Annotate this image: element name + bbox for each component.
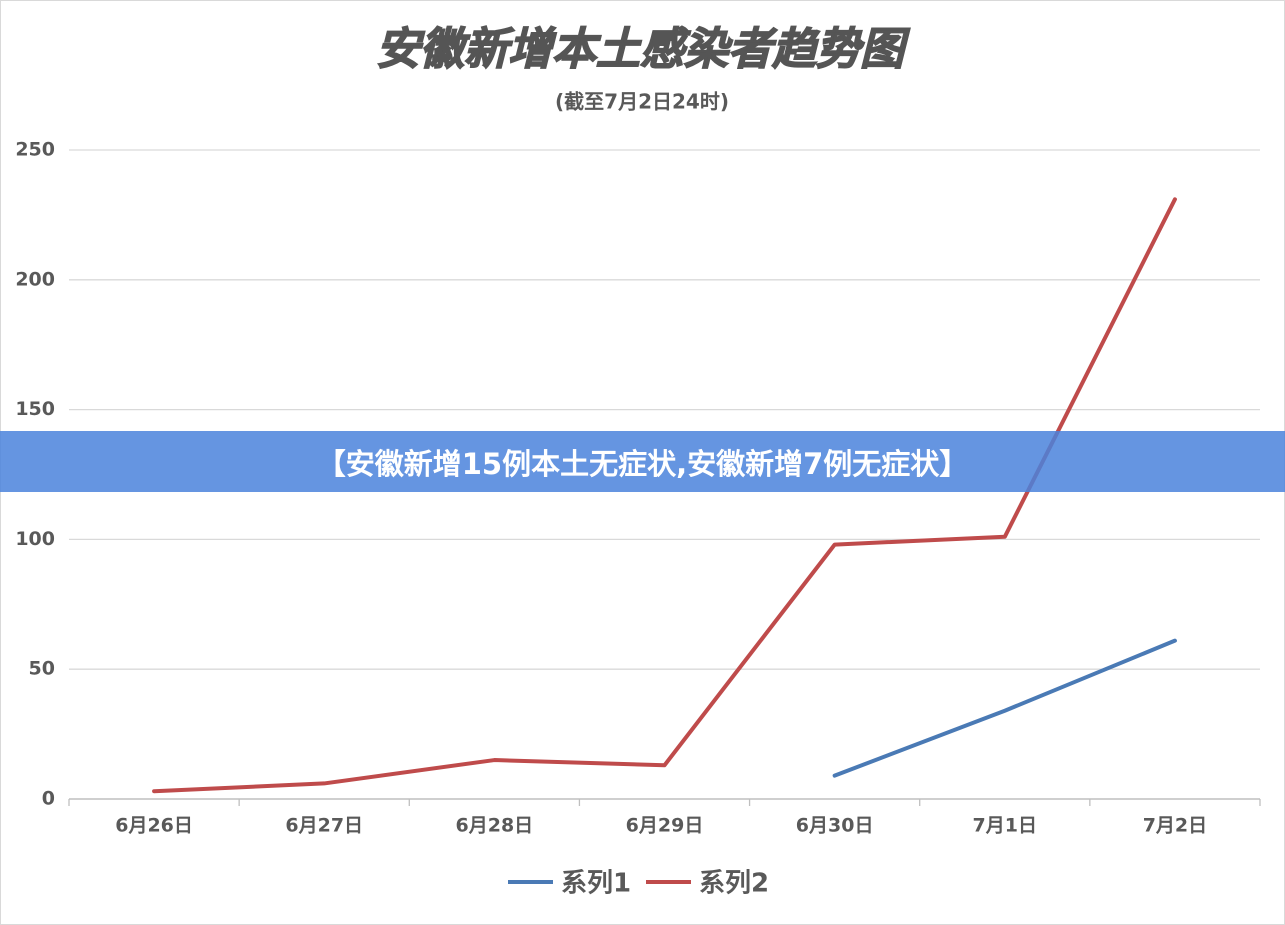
x-tick-label: 6月30日	[796, 815, 874, 837]
x-tick-label: 6月26日	[115, 815, 193, 837]
banner: 【安徽新增15例本土无症状,安徽新增7例无症状】	[0, 431, 1285, 492]
legend-label: 系列2	[699, 869, 769, 899]
x-tick-label: 6月29日	[626, 815, 704, 837]
x-tick-label: 7月1日	[973, 815, 1037, 837]
y-tick-label: 0	[42, 788, 55, 810]
x-tick-label: 6月27日	[285, 815, 363, 837]
y-tick-label: 200	[15, 268, 55, 290]
x-tick-label: 6月28日	[456, 815, 534, 837]
series-line	[152, 197, 1177, 794]
chart-title: 安徽新增本土感染者趋势图	[376, 24, 910, 75]
y-tick-label: 50	[29, 658, 55, 680]
chart-subtitle: (截至7月2日24时)	[555, 90, 729, 114]
y-tick-label: 250	[15, 139, 55, 161]
y-tick-label: 150	[15, 398, 55, 420]
legend-label: 系列1	[561, 869, 631, 899]
y-tick-label: 100	[15, 528, 55, 550]
x-tick-label: 7月2日	[1143, 815, 1207, 837]
series-line	[832, 638, 1177, 778]
